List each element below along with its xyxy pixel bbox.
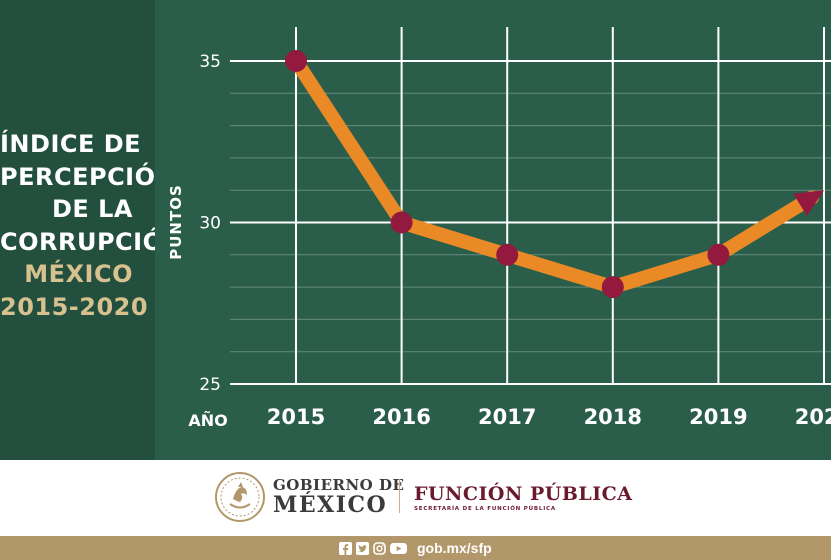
social-links: gob.mx/sfp: [339, 538, 492, 558]
x-axis-label: AÑO: [188, 411, 227, 430]
x-tick-label: 2018: [584, 405, 642, 429]
data-point: [390, 211, 413, 234]
title-panel: ÍNDICE DE PERCEPCIÓN DE LA CORRUPCIÓN MÉ…: [0, 0, 184, 460]
data-point: [285, 50, 307, 72]
dependency-name: FUNCIÓN PÚBLICA: [414, 483, 633, 505]
x-tick-label: 2020: [795, 405, 831, 429]
y-tick-label: 25: [199, 375, 221, 395]
x-tick-label: 2015: [267, 405, 325, 429]
series-points: [285, 50, 824, 299]
youtube-icon[interactable]: [390, 542, 407, 555]
x-axis-ticks: 2015 2016 2017 2018 2019 2020: [267, 405, 831, 429]
x-tick-label: 2017: [478, 405, 536, 429]
facebook-icon[interactable]: [339, 541, 352, 555]
series-line: [289, 54, 820, 295]
data-point: [601, 276, 624, 299]
data-point: [707, 243, 730, 266]
y-tick-label: 35: [199, 52, 221, 72]
line-chart: 25 30 35 2015 2016 2017 2018 2019 2020 PUNTOS A…: [167, 27, 831, 430]
grid-major: [230, 60, 831, 385]
grid-vertical: [295, 27, 825, 384]
title-period: 2015-2020: [0, 292, 149, 321]
dependency-subtitle: SECRETARÍA DE LA FUNCIÓN PÚBLICA: [414, 506, 556, 512]
website-link[interactable]: gob.mx/sfp: [417, 540, 492, 556]
footer: [0, 460, 831, 536]
title-country: MÉXICO: [24, 260, 133, 288]
x-tick-label: 2019: [689, 405, 747, 429]
y-axis-ticks: 25 30 35: [199, 52, 221, 395]
title-line-3: DE LA: [51, 195, 133, 223]
series-polyline: [289, 54, 820, 295]
data-point: [496, 243, 519, 266]
y-tick-label: 30: [199, 214, 221, 234]
instagram-icon[interactable]: [373, 541, 386, 555]
government-country: MÉXICO: [273, 492, 388, 518]
x-tick-label: 2016: [372, 405, 430, 429]
y-axis-label: PUNTOS: [167, 184, 185, 260]
coat-of-arms-icon: [215, 472, 265, 522]
social-bar: [0, 536, 831, 560]
twitter-icon[interactable]: [356, 541, 369, 555]
data-point-arrow: [793, 190, 824, 216]
government-label: GOBIERNO DE: [273, 476, 405, 494]
chart-title: ÍNDICE DE PERCEPCIÓN DE LA CORRUPCIÓN MÉ…: [0, 128, 184, 323]
title-line-1: ÍNDICE DE: [0, 130, 142, 158]
footer-divider: [399, 479, 400, 513]
